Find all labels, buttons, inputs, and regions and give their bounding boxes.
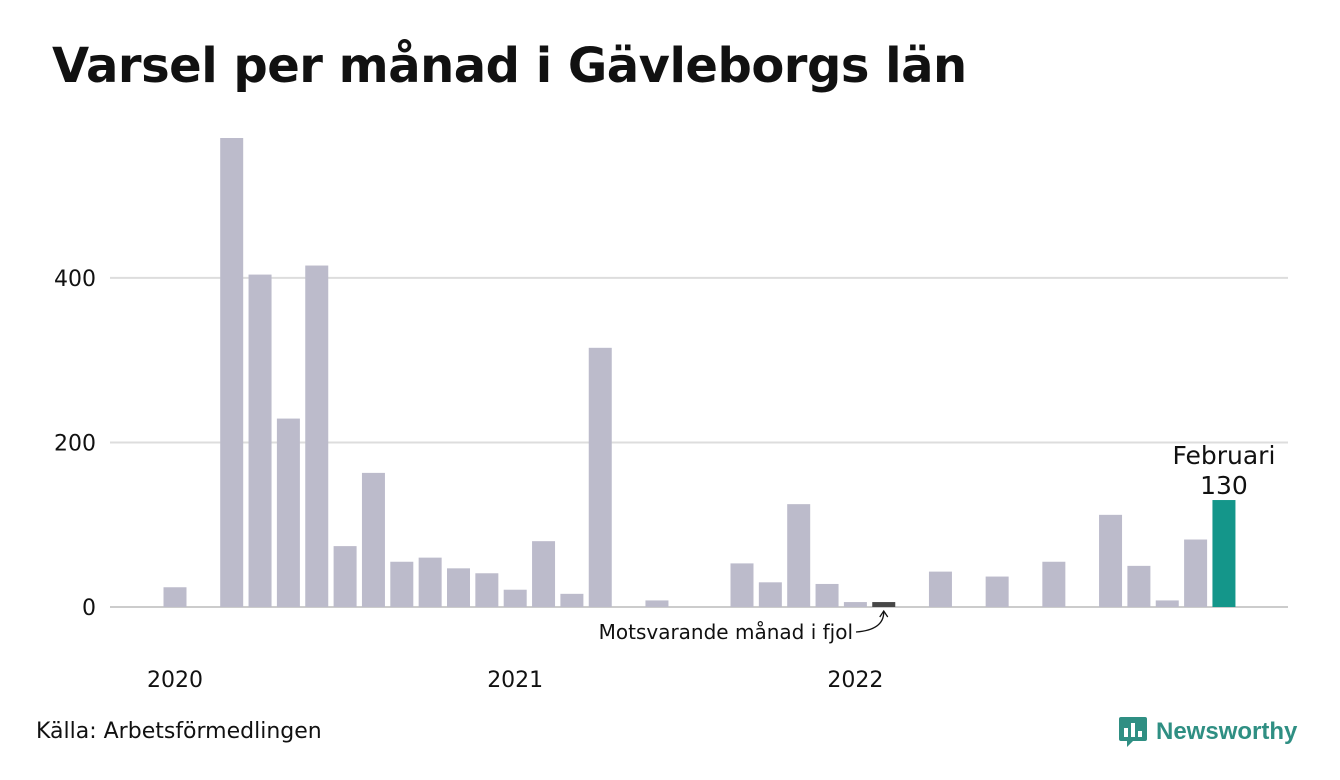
- chart-title: Varsel per månad i Gävleborgs län: [52, 38, 967, 94]
- bar-2020-03: [220, 138, 244, 607]
- bar-2020-08: [361, 472, 385, 607]
- current-month-label: Februari: [1172, 441, 1275, 470]
- y-tick-label: 200: [54, 431, 96, 456]
- bar-chart-speech-bubble-icon: [1119, 717, 1147, 747]
- bars: [163, 138, 1236, 607]
- bar-2022-04: [928, 571, 952, 607]
- x-tick-label: 2020: [147, 668, 203, 693]
- brand-name: Newsworthy: [1156, 718, 1298, 745]
- bar-2022-12: [1155, 600, 1179, 607]
- annotation-arrowhead: [879, 609, 889, 618]
- bar-2020-05: [276, 418, 300, 607]
- x-tick-label: 2021: [487, 668, 543, 693]
- bar-2022-10: [1099, 514, 1123, 607]
- x-axis-ticks: 2020 2021 2022: [147, 668, 883, 693]
- bar-2022-01: [843, 602, 867, 607]
- bar-2021-03: [560, 593, 584, 607]
- annotation-arrow: [855, 611, 885, 633]
- bar-2021-02: [532, 541, 556, 607]
- bar-2022-08: [1042, 561, 1066, 607]
- y-tick-label: 0: [82, 596, 96, 621]
- bar-2021-01: [503, 589, 527, 607]
- bar-2021-06: [645, 600, 669, 607]
- y-axis-ticks: 0 200 400: [54, 267, 96, 621]
- bar-2020-11: [447, 568, 470, 607]
- bar-2021-09: [730, 563, 754, 607]
- x-tick-label: 2022: [827, 668, 883, 693]
- bar-2022-11: [1127, 565, 1151, 607]
- bar-2020-01: [163, 587, 187, 607]
- bar-2021-04: [588, 347, 612, 607]
- source-label: Källa: Arbetsförmedlingen: [36, 719, 322, 744]
- bar-2023-01: [1184, 539, 1208, 607]
- bar-2020-09: [390, 561, 414, 607]
- bar-2020-06: [305, 265, 329, 607]
- bar-2021-10: [758, 582, 782, 607]
- current-value-label: 130: [1200, 471, 1248, 500]
- bar-2021-11: [787, 504, 811, 607]
- bar-2021-12: [815, 583, 839, 607]
- bar-2020-12: [475, 573, 499, 607]
- bar-2022-02: [872, 602, 896, 607]
- bar-2022-06: [985, 576, 1009, 607]
- bar-2020-07: [333, 546, 357, 607]
- bar-2023-02: [1212, 500, 1236, 607]
- bar-2020-10: [418, 557, 442, 607]
- brand-logo[interactable]: Newsworthy: [1118, 714, 1297, 750]
- bar-2020-04: [248, 274, 272, 607]
- y-tick-label: 400: [54, 267, 96, 292]
- previous-year-label: Motsvarande månad i fjol: [599, 620, 853, 644]
